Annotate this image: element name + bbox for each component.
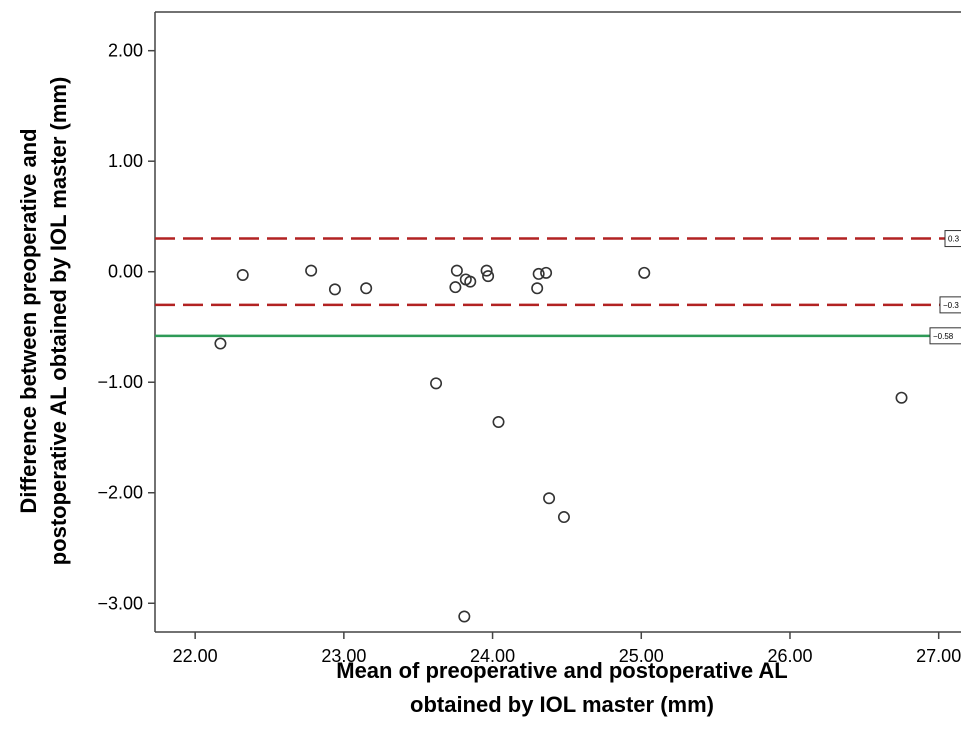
data-point [449,281,462,294]
x-tick-label: 26.00 [767,646,812,666]
data-point [482,270,495,283]
ref-label-box [939,296,961,314]
data-point [430,377,443,390]
y-tick-label: −3.00 [97,593,143,613]
data-point [895,391,908,404]
x-tick-label: 24.00 [470,646,515,666]
reference-line-labels: 0.3 −0.3 −0.58 [929,230,961,345]
ref-label-text: 0.3 [948,235,960,244]
x-tick-label: 22.00 [173,646,218,666]
ref-label-box [944,230,961,248]
data-point [458,610,471,623]
data-point [480,264,493,277]
data-point [531,282,544,295]
data-point [540,266,553,279]
data-point [305,264,318,277]
data-point [450,264,463,277]
data-point [638,266,651,279]
ref-label-text: −0.58 [933,332,954,341]
y-tick-label: 0.00 [108,262,143,282]
x-tick-label: 27.00 [916,646,961,666]
y-tick-label: −1.00 [97,372,143,392]
ref-label-text: −0.3 [943,301,959,310]
reference-lines [155,237,961,338]
y-tick-label: −2.00 [97,483,143,503]
y-axis-title-line-2: postoperative AL obtained by IOL master … [46,77,71,566]
data-points [214,264,908,623]
data-point [543,492,556,505]
x-tick-label: 25.00 [619,646,664,666]
plot-frame [154,11,961,633]
data-point [236,269,249,282]
ref-label-box [929,327,961,345]
x-axis-ticks: 22.00 23.00 24.00 25.00 26.00 27.00 [173,632,961,666]
data-point [464,275,477,288]
data-point [557,511,570,524]
x-axis-title-line-2: obtained by IOL master (mm) [410,692,714,717]
x-tick-label: 23.00 [321,646,366,666]
y-tick-label: 1.00 [108,151,143,171]
data-point [360,282,373,295]
data-point [328,283,341,296]
y-axis-title-line-1: Difference between preoperative and [16,128,41,513]
data-point [532,267,545,280]
x-axis-title-line-1: Mean of preoperative and postoperative A… [336,658,788,683]
y-tick-label: 2.00 [108,41,143,61]
data-point [214,337,227,350]
y-axis-ticks: 2.00 1.00 0.00 −1.00 −2.00 −3.00 [97,41,155,613]
data-point [492,416,505,429]
